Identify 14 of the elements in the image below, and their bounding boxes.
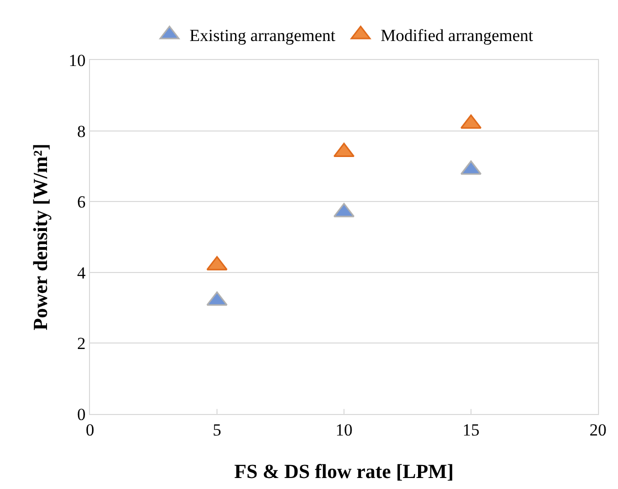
y-axis-title: Power density [W/m²] <box>30 144 52 330</box>
x-tick-label: 5 <box>212 420 222 440</box>
y-tick-label: 0 <box>77 404 86 424</box>
x-axis-title: FS & DS flow rate [LPM] <box>234 460 454 483</box>
legend-label: Existing arrangement <box>190 26 336 46</box>
y-tick-label: 4 <box>77 263 86 282</box>
x-tick-label: 20 <box>590 420 606 440</box>
x-tick-label: 10 <box>336 420 352 440</box>
legend-label: Modified arrangement <box>380 26 534 46</box>
y-tick-label: 6 <box>77 192 86 212</box>
y-tick-label: 8 <box>77 122 86 141</box>
y-tick-label: 10 <box>68 50 86 70</box>
y-tick-label: 2 <box>77 334 86 354</box>
x-tick-label: 15 <box>462 420 480 440</box>
